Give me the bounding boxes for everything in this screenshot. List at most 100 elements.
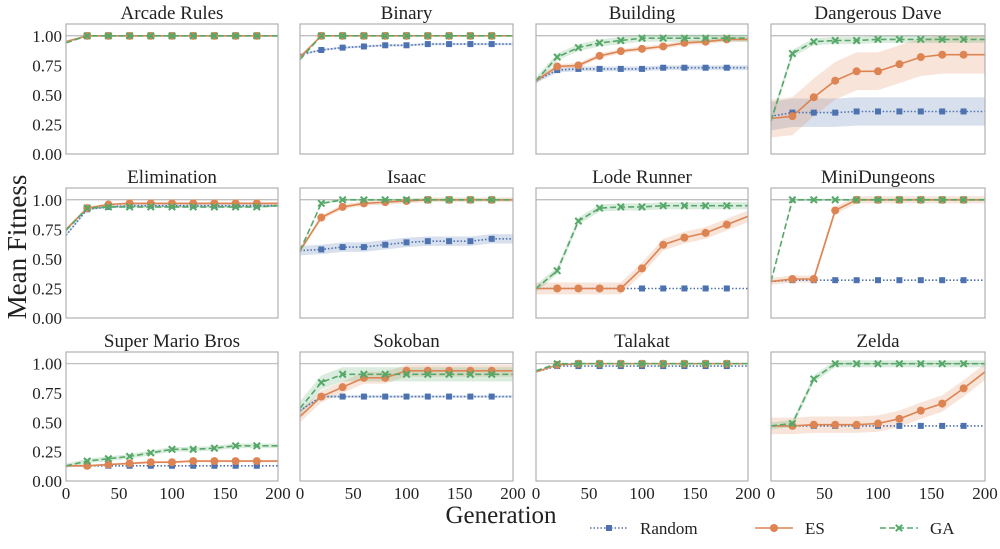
- circle-marker: [852, 420, 861, 429]
- x-marker: [852, 195, 861, 204]
- circle-marker: [680, 233, 689, 242]
- square-marker: [360, 43, 367, 50]
- markers-random: [318, 235, 495, 253]
- x-marker: [701, 201, 710, 210]
- square-marker: [424, 393, 431, 400]
- legend: Random ES GA: [590, 519, 955, 538]
- subplot-building: Building: [535, 3, 749, 155]
- square-marker: [382, 393, 389, 400]
- y-tick-label: 0.00: [32, 472, 62, 491]
- x-tick-label: 200: [972, 484, 998, 503]
- x-marker: [701, 34, 710, 43]
- x-marker: [83, 457, 92, 465]
- series-line-ga: [770, 199, 985, 282]
- square-marker: [190, 462, 197, 469]
- x-marker: [638, 203, 646, 211]
- x-marker: [210, 444, 219, 453]
- square-marker: [253, 462, 260, 469]
- x-tick-label: 50: [816, 484, 833, 503]
- x-marker: [809, 195, 818, 204]
- square-marker: [467, 393, 474, 400]
- markers-random: [318, 393, 495, 400]
- confidence-band-es: [536, 210, 748, 295]
- x-marker: [252, 441, 261, 450]
- x-marker: [423, 195, 432, 204]
- x-marker: [574, 43, 583, 52]
- x-marker: [381, 31, 390, 40]
- square-marker: [318, 246, 325, 253]
- confidence-band-es: [771, 35, 985, 138]
- square-marker: [403, 42, 410, 49]
- y-tick-label: 0.00: [32, 145, 62, 164]
- markers-ga: [83, 31, 261, 40]
- square-marker: [596, 65, 603, 72]
- square-marker: [702, 64, 709, 71]
- square-marker: [617, 65, 624, 72]
- square-marker: [424, 41, 431, 48]
- circle-marker: [317, 392, 326, 401]
- square-marker: [606, 525, 612, 531]
- circle-marker: [104, 460, 113, 469]
- circle-marker: [595, 284, 604, 293]
- x-marker: [487, 31, 496, 40]
- square-marker: [488, 393, 495, 400]
- series-line-random: [299, 238, 513, 252]
- markers-ga: [553, 359, 731, 368]
- plot-frame: [770, 351, 986, 482]
- circle-marker: [831, 206, 840, 215]
- x-marker: [595, 204, 604, 212]
- subplot-elimination: Elimination 0.00 0.25 0.50 0.75 1.00: [32, 167, 279, 328]
- panel-grid: Arcade Rules 0.00 0.25 0.50 0.75 1.00 Binary Bu…: [32, 3, 998, 503]
- circle-marker: [210, 457, 219, 466]
- square-marker: [960, 277, 967, 284]
- x-marker: [210, 31, 219, 40]
- circle-marker: [916, 406, 925, 415]
- x-marker: [574, 217, 583, 225]
- legend-item-es: ES: [755, 519, 825, 538]
- confidence-band-es: [536, 37, 748, 84]
- circle-marker: [125, 459, 134, 468]
- circle-marker: [852, 67, 861, 76]
- square-marker: [467, 238, 474, 245]
- x-marker: [83, 31, 92, 40]
- x-tick-label: 0: [296, 484, 305, 503]
- x-marker: [616, 359, 625, 368]
- x-marker: [701, 359, 710, 368]
- markers-es: [788, 195, 968, 283]
- circle-marker: [252, 457, 261, 466]
- square-marker: [318, 47, 325, 53]
- x-tick-label: 150: [682, 484, 708, 503]
- square-marker: [382, 241, 389, 248]
- square-marker: [424, 238, 431, 245]
- markers-es: [788, 384, 968, 430]
- markers-ga: [788, 35, 968, 58]
- x-marker: [359, 195, 368, 204]
- circle-marker: [938, 399, 947, 408]
- y-tick-label: 1.00: [32, 355, 62, 374]
- x-marker: [722, 359, 731, 368]
- subplot-title: Zelda: [856, 331, 900, 352]
- square-marker: [939, 277, 946, 284]
- circle-marker: [895, 60, 904, 69]
- subplot-title: Dangerous Dave: [814, 3, 941, 24]
- x-marker: [402, 370, 411, 379]
- x-marker: [317, 378, 326, 387]
- plot-frame: [65, 23, 279, 155]
- y-tick-label: 0.25: [32, 115, 62, 134]
- square-marker: [467, 41, 474, 48]
- x-marker: [83, 204, 92, 212]
- series-line-ga: [65, 204, 279, 232]
- subplot-title: MiniDungeons: [821, 167, 935, 188]
- x-marker: [359, 31, 368, 40]
- x-marker: [895, 524, 903, 532]
- square-marker: [488, 235, 495, 242]
- x-marker: [466, 195, 475, 204]
- circle-marker: [959, 50, 968, 59]
- x-marker: [959, 35, 968, 44]
- x-tick-label: 200: [735, 484, 761, 503]
- x-marker: [680, 201, 689, 210]
- subplot-arcade-rules: Arcade Rules 0.00 0.25 0.50 0.75 1.00: [32, 3, 279, 164]
- y-tick-label: 0.25: [32, 279, 62, 298]
- series-line-ga: [65, 35, 278, 44]
- square-marker: [360, 244, 367, 251]
